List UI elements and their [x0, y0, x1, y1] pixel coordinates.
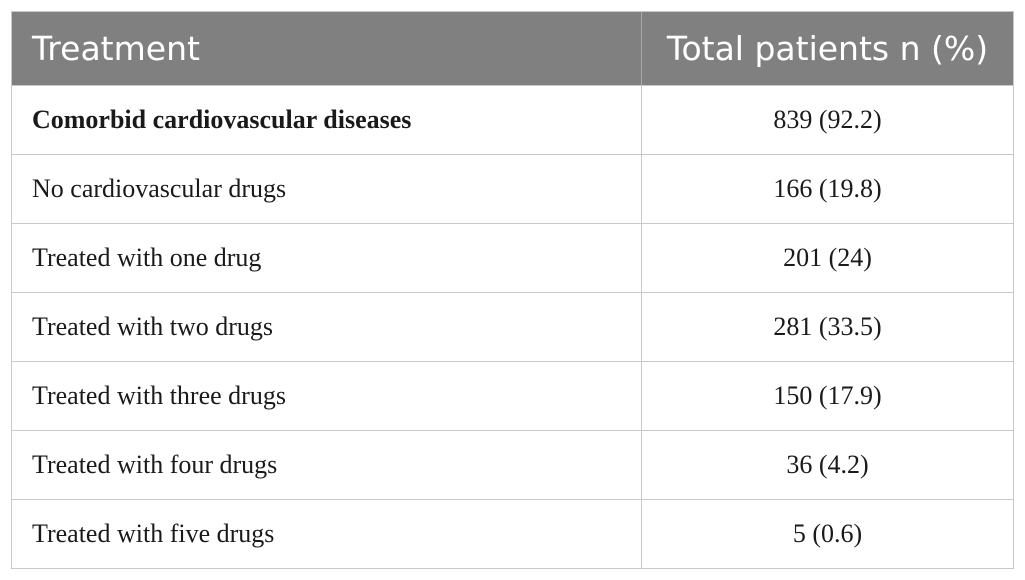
row-label: Treated with two drugs: [12, 293, 642, 361]
row-value: 36 (4.2): [786, 450, 869, 479]
row-value: 166 (19.8): [773, 174, 882, 203]
header-total-patients: Total patients n (%): [666, 29, 989, 68]
table-row: Treated with five drugs 5 (0.6): [12, 499, 1013, 568]
table-row: Treated with two drugs 281 (33.5): [12, 292, 1013, 361]
row-label: Treated with three drugs: [12, 362, 642, 430]
row-value: 839 (92.2): [773, 105, 882, 134]
row-value: 281 (33.5): [773, 312, 882, 341]
table-header-row: Treatment Total patients n (%): [12, 12, 1013, 85]
row-label: Comorbid cardiovascular diseases: [12, 86, 642, 154]
table-row: Treated with one drug 201 (24): [12, 223, 1013, 292]
header-treatment: Treatment: [12, 12, 642, 85]
table-row: Treated with three drugs 150 (17.9): [12, 361, 1013, 430]
data-table: Treatment Total patients n (%) Comorbid …: [11, 11, 1014, 569]
row-label: Treated with five drugs: [12, 500, 642, 568]
table-row: Treated with four drugs 36 (4.2): [12, 430, 1013, 499]
row-label: Treated with four drugs: [12, 431, 642, 499]
table-row: Comorbid cardiovascular diseases 839 (92…: [12, 85, 1013, 154]
row-value: 150 (17.9): [773, 381, 882, 410]
row-label: No cardiovascular drugs: [12, 155, 642, 223]
row-label: Treated with one drug: [12, 224, 642, 292]
table-row: No cardiovascular drugs 166 (19.8): [12, 154, 1013, 223]
row-value: 201 (24): [783, 243, 872, 272]
row-value: 5 (0.6): [792, 519, 863, 548]
